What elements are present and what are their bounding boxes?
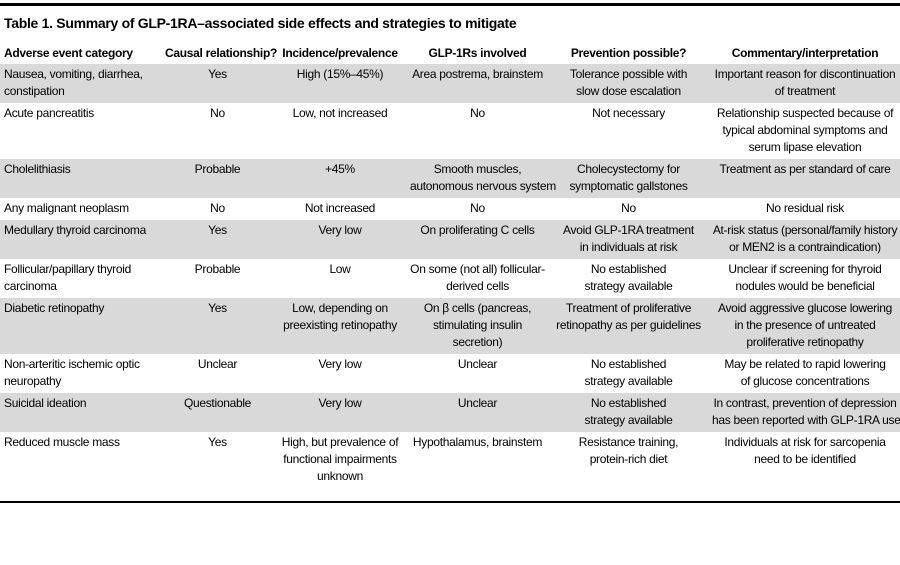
table-cell: May be related to rapid lowering of gluc…: [724, 357, 886, 388]
table-cell: Suicidal ideation: [4, 396, 87, 410]
table-cell: Follicular/papillary thyroid carcinoma: [4, 262, 131, 293]
table-cell: Cholelithiasis: [4, 162, 71, 176]
table-cell: At-risk status (personal/family history …: [712, 223, 898, 254]
col-header-commentary-interpretation: Commentary/interpretation: [731, 46, 879, 60]
table-cell: Medullary thyroid carcinoma: [4, 223, 146, 237]
table-cell: Treatment as per standard of care: [719, 162, 891, 176]
table-title: Table 1. Summary of GLP-1RA–associated s…: [4, 15, 517, 31]
table-cell: Diabetic retinopathy: [4, 301, 105, 315]
table-cell: Unclear: [457, 396, 498, 410]
table-cell: Probable: [194, 262, 241, 276]
col-header-adverse-event-category: Adverse event category: [4, 46, 133, 60]
table-cell: On β cells (pancreas, stimulating insuli…: [423, 301, 532, 349]
table-cell: No: [621, 201, 636, 215]
table-cell: No: [210, 106, 225, 120]
table-cell: Area postrema, brainstem: [412, 67, 543, 81]
table-row: Reduced muscle mass Yes High, but preval…: [0, 432, 900, 488]
header-row: Adverse event category Causal relationsh…: [0, 46, 900, 64]
table-cell: Not increased: [304, 201, 376, 215]
table-row: Diabetic retinopathy Yes Low, depending …: [0, 298, 900, 354]
table-cell: No established strategy available: [584, 396, 673, 427]
table-row: Medullary thyroid carcinoma Yes Very low…: [0, 220, 900, 259]
table-cell: Very low: [318, 396, 362, 410]
table-cell: +45%: [325, 162, 355, 176]
table-cell: Very low: [318, 223, 362, 237]
table-cell: No: [210, 201, 225, 215]
col-header-glp1rs-involved: GLP-1Rs involved: [428, 46, 527, 60]
table-cell: On proliferating C cells: [420, 223, 535, 237]
table-cell: Any malignant neoplasm: [4, 201, 129, 215]
table-cell: Unclear if screening for thyroid nodules…: [728, 262, 882, 293]
table-cell: Probable: [194, 162, 241, 176]
table-row: Nausea, vomiting, diarrhea, constipation…: [0, 64, 900, 103]
table-row: Follicular/papillary thyroid carcinoma P…: [0, 259, 900, 298]
table-cell: High (15%–45%): [296, 67, 384, 81]
table-cell: Yes: [208, 67, 227, 81]
table-cell: Not necessary: [592, 106, 665, 120]
table-cell: Smooth muscles, autonomous nervous syste…: [410, 162, 556, 193]
table-cell: Non-arteritic ischemic optic neuropathy: [4, 357, 140, 388]
table-cell: Low, not increased: [292, 106, 388, 120]
table-cell: Yes: [208, 435, 227, 449]
table-cell: No: [470, 106, 485, 120]
table-cell: Yes: [208, 301, 227, 315]
side-effects-table: Adverse event category Causal relationsh…: [0, 46, 900, 488]
table-cell: Unclear: [457, 357, 498, 371]
table-cell: Reduced muscle mass: [4, 435, 120, 449]
table-cell: Nausea, vomiting, diarrhea, constipation: [4, 67, 143, 98]
table-cell: Questionable: [183, 396, 252, 410]
table-cell: Resistance training, protein-rich diet: [578, 435, 679, 466]
table-row: Any malignant neoplasm No Not increased …: [0, 198, 900, 220]
table-cell: Low, depending on preexisting retinopath…: [283, 301, 397, 332]
table-cell: Low: [329, 262, 351, 276]
table-cell: No established strategy available: [584, 357, 673, 388]
bottom-rule: [0, 501, 900, 503]
table-cell: In contrast, prevention of depression ha…: [712, 396, 900, 427]
table-cell: High, but prevalence of functional impai…: [281, 435, 399, 483]
table-cell: Yes: [208, 223, 227, 237]
table-cell: On some (not all) follicular- derived ce…: [410, 262, 545, 293]
table-cell: Tolerance possible with slow dose escala…: [569, 67, 688, 98]
table-cell: Acute pancreatitis: [4, 106, 94, 120]
table-row: Suicidal ideation Questionable Very low …: [0, 393, 900, 432]
table-cell: Hypothalamus, brainstem: [412, 435, 543, 449]
table-cell: No established strategy available: [584, 262, 673, 293]
table-cell: No residual risk: [766, 201, 844, 215]
col-header-prevention-possible: Prevention possible?: [570, 46, 687, 60]
table-cell: Very low: [318, 357, 362, 371]
table-row: Cholelithiasis Probable +45% Smooth musc…: [0, 159, 900, 198]
table-cell: Cholecystectomy for symptomatic gallston…: [569, 162, 688, 193]
page: Table 1. Summary of GLP-1RA–associated s…: [0, 3, 900, 565]
table-cell: Avoid GLP-1RA treatment in individuals a…: [563, 223, 694, 254]
table-cell: Individuals at risk for sarcopenia need …: [724, 435, 886, 466]
table-row: Acute pancreatitis No Low, not increased…: [0, 103, 900, 159]
col-header-causal-relationship: Causal relationship?: [165, 46, 278, 60]
table-cell: No: [470, 201, 485, 215]
table-row: Non-arteritic ischemic optic neuropathy …: [0, 354, 900, 393]
table-cell: Relationship suspected because of typica…: [716, 106, 894, 154]
top-rule: [0, 3, 900, 6]
table-cell: Avoid aggressive glucose lowering in the…: [718, 301, 892, 349]
table-cell: Treatment of proliferative retinopathy a…: [556, 301, 701, 332]
col-header-incidence-prevalence: Incidence/prevalence: [282, 46, 398, 60]
table-cell: Unclear: [197, 357, 238, 371]
table-cell: Important reason for discontinuation of …: [714, 67, 896, 98]
